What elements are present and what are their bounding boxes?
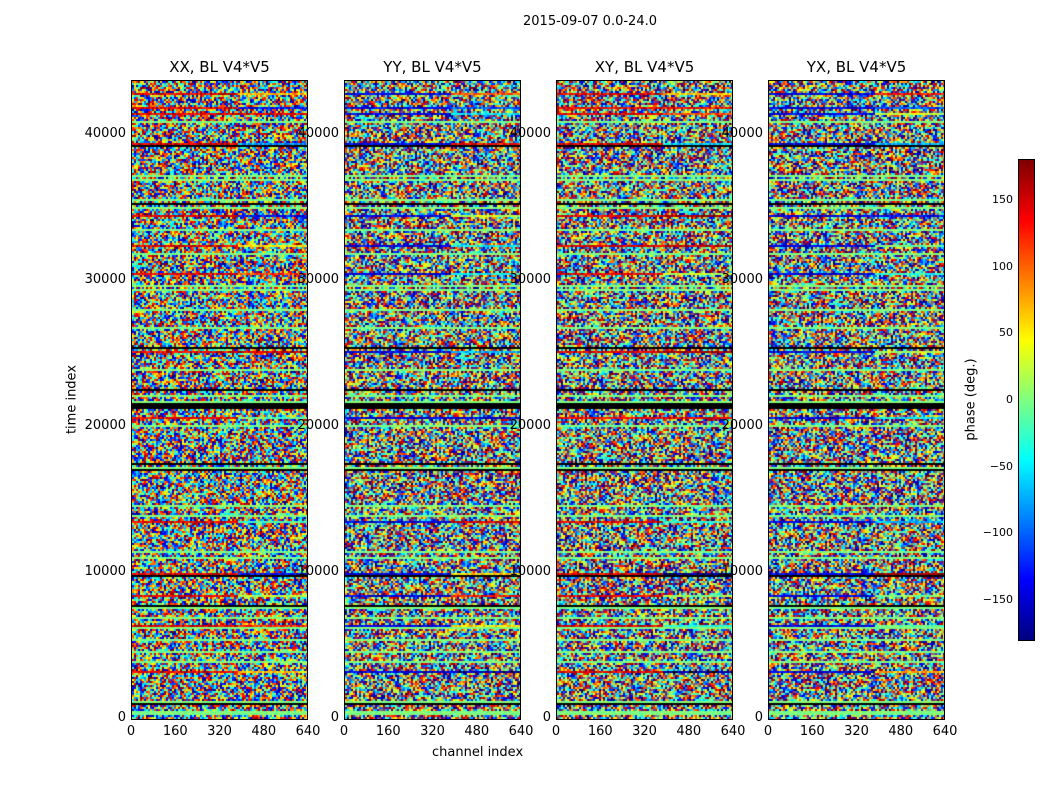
y-tick-label: 40000 <box>297 126 339 142</box>
y-tick-label: 10000 <box>297 564 339 579</box>
x-tick-label: 160 <box>375 724 401 739</box>
x-axis-label: channel index <box>432 745 524 760</box>
y-tick-label: 20000 <box>509 418 551 433</box>
y-tick-label: 40000 <box>84 126 126 142</box>
x-tick-label: 640 <box>508 724 534 739</box>
x-tick-label: 0 <box>763 724 773 739</box>
colorbar-tick-label: −150 <box>982 593 1013 606</box>
y-tick-label: 30000 <box>509 272 551 287</box>
colorbar-tick-label: −100 <box>982 526 1013 540</box>
x-tick-label: 160 <box>587 724 613 739</box>
y-tick-label: 30000 <box>84 272 126 287</box>
figure-title: 2015-09-07 0.0-24.0 <box>523 14 657 29</box>
x-tick-label: 320 <box>632 724 657 739</box>
x-tick-label: 320 <box>844 724 869 739</box>
colorbar-gradient <box>1019 160 1034 640</box>
x-tick-label: 320 <box>420 724 445 739</box>
x-tick-label: 0 <box>551 724 561 739</box>
panel-title: XY, BL V4*V5 <box>594 58 695 76</box>
x-tick-label: 160 <box>799 724 825 739</box>
x-tick-label: 0 <box>126 724 136 739</box>
colorbar-tick-label: 50 <box>999 326 1013 340</box>
y-tick-label: 40000 <box>509 126 551 142</box>
heatmap-panel <box>131 80 308 720</box>
panel-title: XX, BL V4*V5 <box>169 58 270 76</box>
heatmap-panel <box>768 80 945 720</box>
x-tick-label: 160 <box>162 724 188 739</box>
y-tick-label: 10000 <box>84 564 126 579</box>
x-tick-label: 480 <box>251 724 277 739</box>
y-tick-label: 40000 <box>721 126 763 142</box>
y-tick-label: 0 <box>117 710 126 725</box>
heatmap-image <box>769 81 944 719</box>
x-tick-label: 640 <box>720 724 746 739</box>
panel-title: YX, BL V4*V5 <box>806 58 907 76</box>
colorbar-tick-label: 0 <box>1006 393 1013 406</box>
x-tick-label: 640 <box>932 724 958 739</box>
x-tick-label: 320 <box>207 724 232 739</box>
x-tick-label: 0 <box>339 724 349 739</box>
colorbar-tick-label: 100 <box>992 259 1013 273</box>
y-tick-label: 20000 <box>297 418 339 433</box>
x-tick-label: 480 <box>888 724 914 739</box>
heatmap-image <box>557 81 732 719</box>
heatmap-panel <box>344 80 521 720</box>
x-tick-label: 640 <box>295 724 321 739</box>
y-tick-label: 10000 <box>509 564 551 579</box>
panel-title: YY, BL V4*V5 <box>383 58 482 76</box>
y-tick-label: 30000 <box>721 272 763 287</box>
heatmap-panel <box>556 80 733 720</box>
y-tick-label: 0 <box>330 710 339 725</box>
heatmap-image <box>345 81 520 719</box>
y-tick-label: 0 <box>754 710 763 725</box>
y-tick-label: 10000 <box>721 564 763 579</box>
y-tick-label: 20000 <box>721 418 763 433</box>
x-tick-label: 480 <box>464 724 490 739</box>
x-tick-label: 480 <box>676 724 702 739</box>
heatmap-image <box>132 81 307 719</box>
colorbar <box>1018 159 1035 641</box>
y-tick-label: 30000 <box>297 272 339 287</box>
colorbar-tick-label: 150 <box>992 193 1013 206</box>
y-tick-label: 0 <box>542 710 551 725</box>
colorbar-tick-label: −50 <box>989 459 1013 473</box>
y-tick-label: 20000 <box>84 418 126 433</box>
